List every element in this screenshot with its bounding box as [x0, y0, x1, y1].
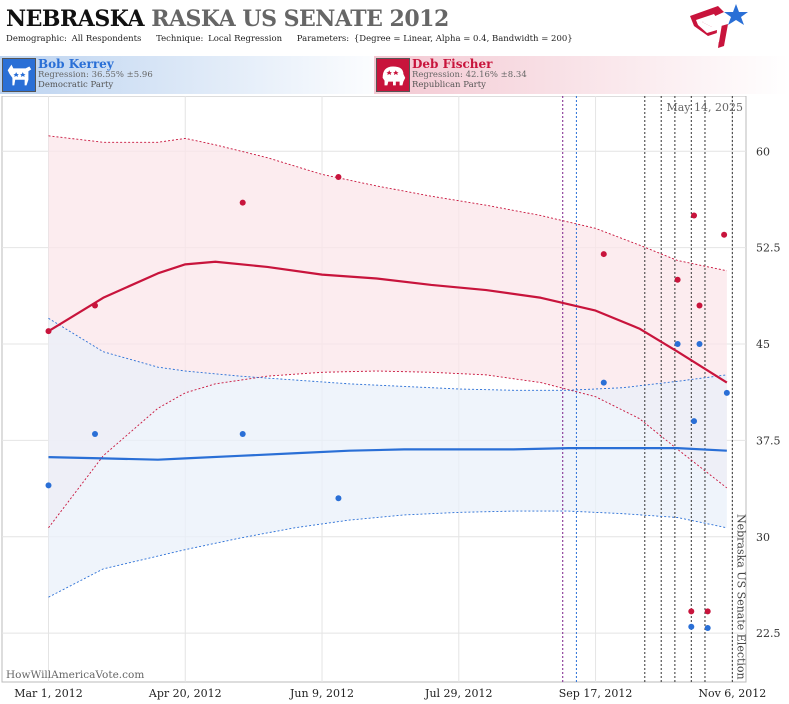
poll-point-0	[600, 251, 607, 258]
poll-point-1	[704, 625, 711, 632]
poll-point-1	[674, 341, 681, 348]
x-tick-label: Apr 20, 2012	[148, 687, 222, 700]
y-tick-label: 45	[756, 338, 770, 351]
x-tick-label: Nov 6, 2012	[698, 687, 766, 700]
poll-point-0	[721, 231, 728, 238]
candidate-name: Bob Kerrey	[38, 57, 114, 71]
x-tick-label: Mar 1, 2012	[14, 687, 83, 700]
candidate-legend: Bob Kerrey Regression: 36.55% ±5.96 Demo…	[0, 56, 789, 94]
band-upper-edge-0	[48, 135, 727, 272]
candidate-party: Republican Party	[412, 80, 486, 90]
chart-parameters: Demographic: All Respondents Technique: …	[6, 34, 585, 44]
chart-header: NEBRASKA RASKA US SENATE 2012 Demographi…	[0, 0, 789, 52]
band-lower-edge-0	[48, 370, 728, 529]
technique-label: Technique:	[156, 34, 204, 44]
poll-point-1	[92, 430, 98, 437]
candidate-name: Deb Fischer	[412, 57, 493, 71]
y-tick-label: 22.5	[756, 627, 781, 640]
y-tick-label: 60	[756, 145, 770, 158]
candidate-party: Democratic Party	[38, 80, 114, 90]
regression-line-0	[47, 260, 728, 384]
candidate-regression: Regression: 42.16% ±8.34	[412, 70, 527, 80]
technique-value: Local Regression	[208, 34, 283, 44]
chart-title: NEBRASKA RASKA US SENATE 2012	[6, 6, 449, 32]
y-tick-label: 52.5	[756, 242, 781, 255]
poll-point-1	[696, 341, 703, 348]
poll-point-1	[691, 418, 698, 425]
watermark: HowWillAmericaVote.com	[6, 669, 144, 681]
poll-point-0	[704, 608, 711, 615]
parameters-label: Parameters:	[296, 34, 350, 44]
poll-point-0	[674, 276, 681, 283]
candidate-card-fischer: Deb Fischer Regression: 42.16% ±8.34 Rep…	[374, 56, 789, 94]
poll-point-0	[691, 212, 698, 219]
poll-point-0	[335, 173, 342, 180]
title-race: RASKA US SENATE 2012	[151, 6, 449, 32]
x-tick-label: Jun 9, 2012	[289, 687, 354, 700]
candidate-regression: Regression: 36.55% ±5.96	[38, 70, 153, 80]
x-tick-label: Sep 17, 2012	[559, 687, 633, 700]
poll-point-1	[335, 495, 342, 502]
poll-point-1	[239, 430, 246, 437]
poll-point-0	[696, 302, 703, 309]
confidence-band-0	[48, 135, 727, 528]
poll-point-0	[45, 328, 52, 335]
parameters-value: {Degree = Linear, Alpha = 0.4, Bandwidth…	[353, 34, 573, 44]
poll-point-1	[600, 379, 607, 386]
x-tick-label: Jul 29, 2012	[424, 687, 493, 700]
band-lower-edge-1	[48, 510, 727, 598]
confidence-band-1	[48, 318, 727, 598]
chart-area: 22.5 30 37.5 45 52.5 60 Mar 1, 2012 Apr 20, 201…	[0, 96, 789, 704]
y-tick-label: 30	[756, 531, 770, 544]
demographic-label: Demographic:	[6, 34, 67, 44]
regression-line-1	[48, 447, 727, 461]
poll-point-0	[239, 199, 246, 206]
date-label: May 14, 2025	[666, 101, 743, 114]
site-logo-icon	[690, 4, 748, 48]
y-tick-label: 37.5	[756, 434, 781, 447]
donkey-icon	[2, 58, 36, 92]
poll-point-0	[688, 608, 695, 615]
demographic-value: All Respondents	[71, 34, 142, 44]
title-state: NEBRASKA	[6, 6, 145, 32]
band-upper-edge-1	[48, 317, 727, 391]
poll-point-0	[92, 302, 98, 309]
poll-point-1	[688, 623, 695, 630]
election-event-label: Nebraska US Senate Election	[734, 514, 747, 680]
poll-point-1	[45, 482, 52, 489]
candidate-card-kerrey: Bob Kerrey Regression: 36.55% ±5.96 Demo…	[0, 56, 395, 94]
elephant-icon	[376, 58, 410, 92]
poll-point-1	[723, 389, 730, 396]
regression-chart: 22.5 30 37.5 45 52.5 60 Mar 1, 2012 Apr 20, 201…	[1, 96, 781, 700]
